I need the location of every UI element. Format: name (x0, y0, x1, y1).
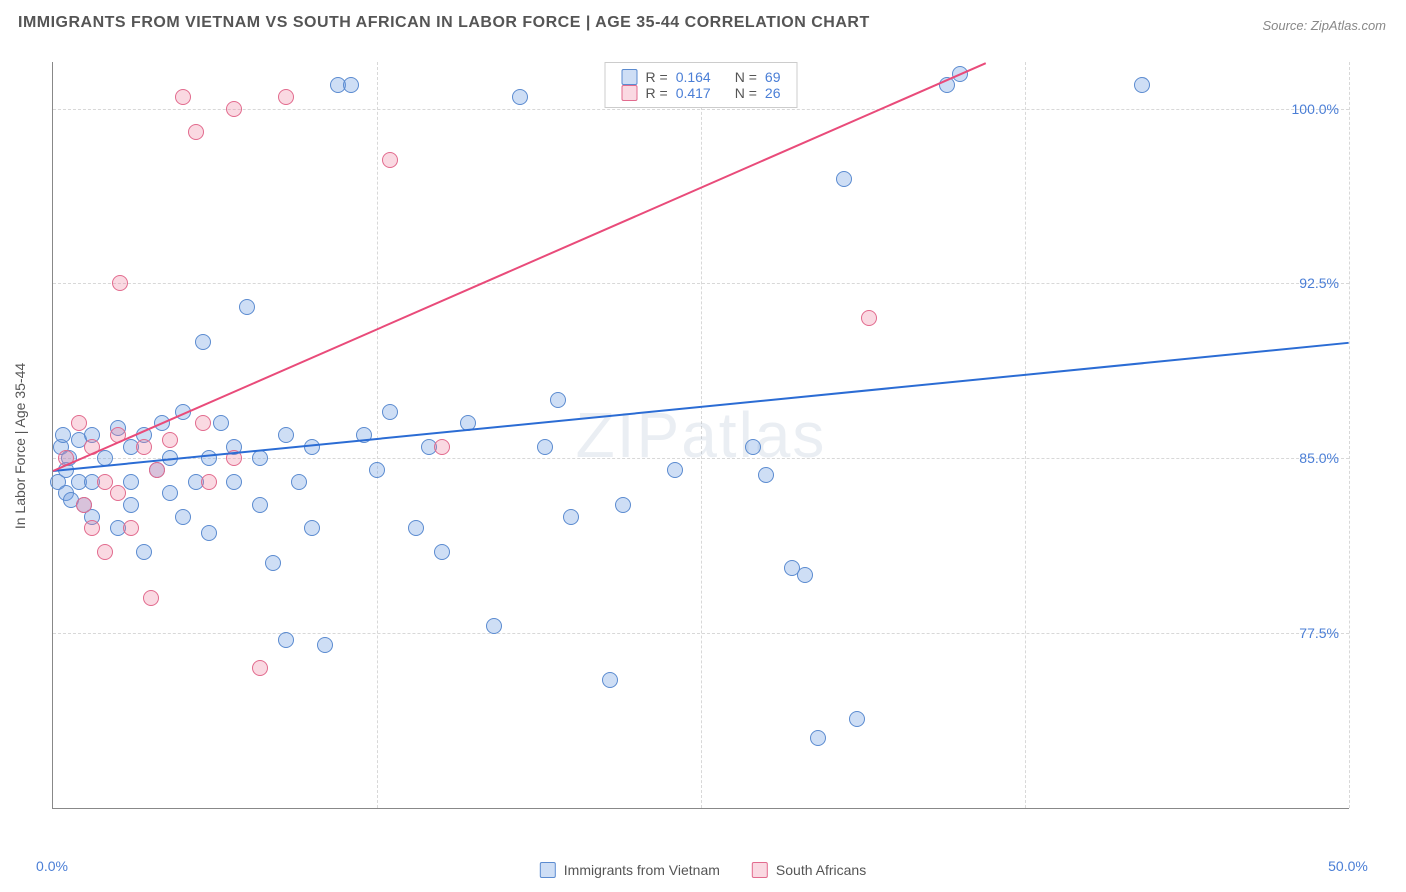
scatter-point-series-1 (434, 439, 450, 455)
scatter-point-series-0 (55, 427, 71, 443)
scatter-point-series-0 (512, 89, 528, 105)
scatter-point-series-1 (201, 474, 217, 490)
scatter-point-series-1 (84, 520, 100, 536)
r-value-1: 0.417 (676, 85, 711, 101)
scatter-point-series-0 (408, 520, 424, 536)
scatter-point-series-0 (213, 415, 229, 431)
scatter-point-series-1 (195, 415, 211, 431)
scatter-point-series-0 (537, 439, 553, 455)
scatter-point-series-1 (382, 152, 398, 168)
scatter-point-series-0 (369, 462, 385, 478)
scatter-point-series-1 (861, 310, 877, 326)
r-value-0: 0.164 (676, 69, 711, 85)
y-axis-label: In Labor Force | Age 35-44 (12, 363, 28, 529)
scatter-point-series-0 (291, 474, 307, 490)
scatter-point-series-0 (758, 467, 774, 483)
scatter-point-series-1 (97, 474, 113, 490)
scatter-point-series-0 (486, 618, 502, 634)
scatter-point-series-0 (239, 299, 255, 315)
scatter-point-series-0 (136, 544, 152, 560)
scatter-point-series-0 (667, 462, 683, 478)
scatter-point-series-1 (97, 544, 113, 560)
legend-item-1: South Africans (752, 862, 866, 878)
scatter-point-series-0 (382, 404, 398, 420)
n-label: N = (735, 85, 757, 101)
ytick-label: 100.0% (1292, 101, 1339, 117)
chart-container: IMMIGRANTS FROM VIETNAM VS SOUTH AFRICAN… (0, 0, 1406, 892)
xtick-label: 50.0% (1328, 858, 1368, 874)
scatter-point-series-0 (317, 637, 333, 653)
scatter-point-series-0 (195, 334, 211, 350)
scatter-point-series-0 (123, 497, 139, 513)
scatter-point-series-0 (201, 525, 217, 541)
ytick-label: 85.0% (1299, 450, 1339, 466)
scatter-point-series-1 (112, 275, 128, 291)
gridline-v (1025, 62, 1026, 808)
scatter-point-series-0 (810, 730, 826, 746)
legend-swatch-1 (622, 85, 638, 101)
gridline-v (701, 62, 702, 808)
legend-item-0: Immigrants from Vietnam (540, 862, 720, 878)
n-value-1: 26 (765, 85, 781, 101)
scatter-point-series-1 (226, 101, 242, 117)
scatter-point-series-0 (343, 77, 359, 93)
scatter-point-series-0 (745, 439, 761, 455)
scatter-point-series-0 (550, 392, 566, 408)
scatter-point-series-1 (162, 432, 178, 448)
legend-correlation: R = 0.164 N = 69 R = 0.417 N = 26 (605, 62, 798, 108)
legend-swatch-0 (622, 69, 638, 85)
scatter-point-series-0 (849, 711, 865, 727)
scatter-point-series-0 (797, 567, 813, 583)
scatter-point-series-1 (76, 497, 92, 513)
scatter-point-series-0 (252, 450, 268, 466)
source-label: Source: ZipAtlas.com (1262, 18, 1386, 33)
n-value-0: 69 (765, 69, 781, 85)
scatter-point-series-0 (201, 450, 217, 466)
scatter-point-series-1 (149, 462, 165, 478)
scatter-point-series-1 (278, 89, 294, 105)
scatter-point-series-0 (304, 520, 320, 536)
scatter-point-series-0 (836, 171, 852, 187)
scatter-point-series-1 (252, 660, 268, 676)
scatter-point-series-1 (188, 124, 204, 140)
legend-series: Immigrants from Vietnam South Africans (540, 862, 866, 878)
legend-row-series-1: R = 0.417 N = 26 (622, 85, 781, 101)
ytick-label: 77.5% (1299, 625, 1339, 641)
plot-area: ZIPatlas R = 0.164 N = 69 R = 0.417 N = … (52, 62, 1349, 809)
scatter-point-series-0 (175, 509, 191, 525)
r-label: R = (646, 69, 668, 85)
scatter-point-series-0 (265, 555, 281, 571)
ytick-label: 92.5% (1299, 275, 1339, 291)
scatter-point-series-1 (71, 415, 87, 431)
scatter-point-series-0 (615, 497, 631, 513)
gridline-v (377, 62, 378, 808)
scatter-point-series-0 (1134, 77, 1150, 93)
scatter-point-series-0 (252, 497, 268, 513)
scatter-point-series-1 (110, 485, 126, 501)
chart-title: IMMIGRANTS FROM VIETNAM VS SOUTH AFRICAN… (18, 14, 870, 32)
scatter-point-series-0 (278, 427, 294, 443)
legend-label-0: Immigrants from Vietnam (564, 862, 720, 878)
scatter-point-series-0 (162, 485, 178, 501)
scatter-point-series-0 (602, 672, 618, 688)
scatter-point-series-0 (563, 509, 579, 525)
legend-swatch-bottom-0 (540, 862, 556, 878)
scatter-point-series-1 (175, 89, 191, 105)
scatter-point-series-0 (226, 474, 242, 490)
n-label: N = (735, 69, 757, 85)
scatter-point-series-0 (123, 474, 139, 490)
legend-swatch-bottom-1 (752, 862, 768, 878)
scatter-point-series-1 (123, 520, 139, 536)
scatter-point-series-1 (136, 439, 152, 455)
scatter-point-series-0 (278, 632, 294, 648)
legend-row-series-0: R = 0.164 N = 69 (622, 69, 781, 85)
r-label: R = (646, 85, 668, 101)
legend-label-1: South Africans (776, 862, 866, 878)
scatter-point-series-1 (143, 590, 159, 606)
gridline-v (1349, 62, 1350, 808)
xtick-label: 0.0% (36, 858, 68, 874)
scatter-point-series-0 (434, 544, 450, 560)
